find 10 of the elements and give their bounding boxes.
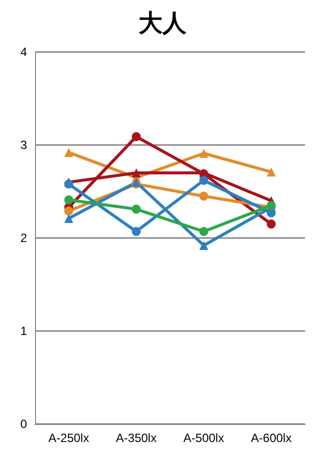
- chart-title: 大人: [138, 9, 188, 37]
- y-tick-label: 4: [20, 45, 28, 59]
- y-tick-label: 3: [20, 138, 28, 152]
- y-tick-label: 1: [20, 324, 28, 338]
- x-tick-label: A-250lx: [48, 431, 90, 445]
- y-tick-label: 2: [20, 231, 28, 245]
- y-tick-label: 0: [20, 417, 28, 431]
- x-tick-label: A-500lx: [183, 431, 224, 445]
- x-tick-label: A-600lx: [250, 431, 292, 445]
- x-tick-label: A-350lx: [116, 431, 157, 445]
